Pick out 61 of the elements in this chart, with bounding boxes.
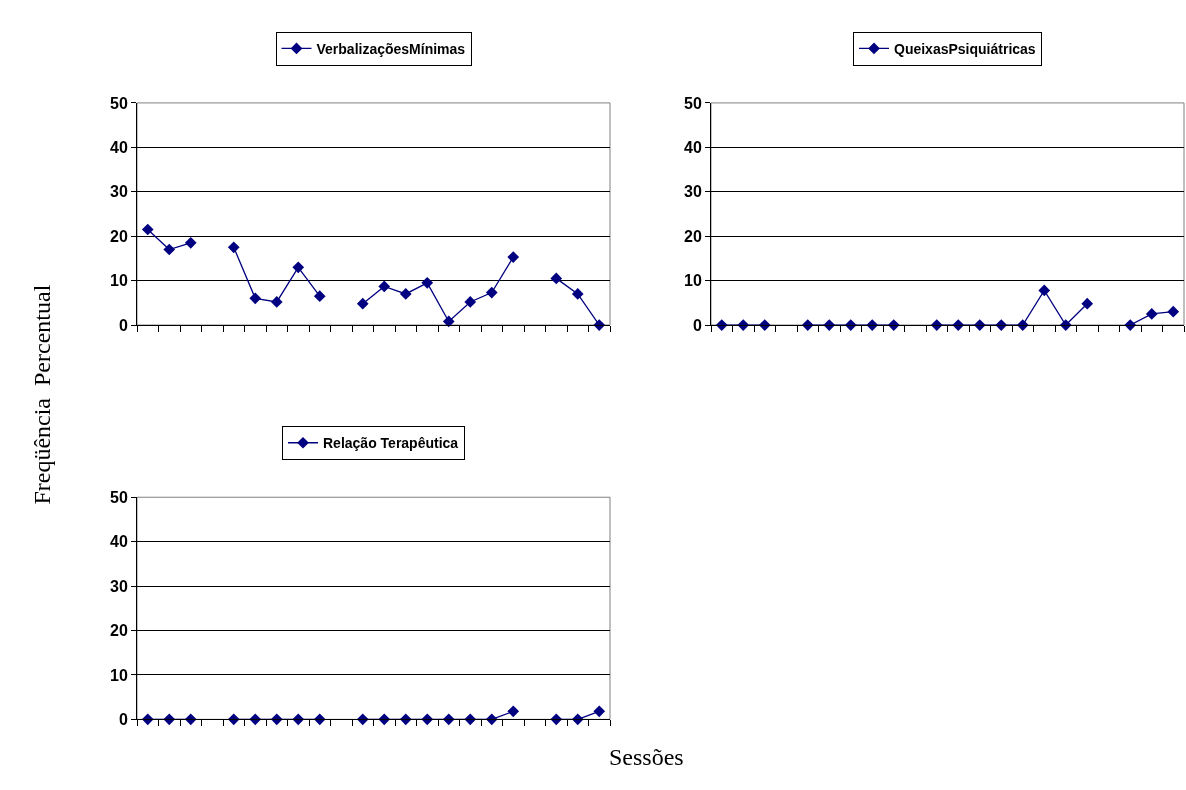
- point: [1081, 297, 1094, 310]
- y-tick-label: 10: [684, 272, 702, 290]
- point: [1038, 284, 1051, 297]
- y-tick-label: 40: [110, 533, 128, 551]
- point: [1016, 319, 1029, 331]
- point: [952, 319, 965, 331]
- point: [249, 292, 262, 305]
- point: [507, 251, 520, 263]
- y-tick-label: 30: [110, 577, 128, 595]
- point: [1167, 305, 1180, 318]
- y-tick-label: 10: [110, 272, 128, 290]
- y-tick-label: 20: [110, 622, 128, 640]
- point: [464, 296, 477, 308]
- y-tick-label: 30: [684, 183, 702, 201]
- point: [1059, 319, 1072, 331]
- y-tick-label: 40: [684, 138, 702, 156]
- point: [758, 319, 771, 331]
- y-tick-label: 30: [110, 183, 128, 201]
- point: [485, 286, 498, 299]
- point: [442, 315, 455, 328]
- point: [1124, 319, 1137, 331]
- point: [270, 296, 283, 308]
- point: [823, 319, 836, 331]
- legend-label: QueixasPsiquiátricas: [894, 40, 1036, 57]
- point: [184, 236, 197, 249]
- point: [737, 319, 750, 331]
- y-tick-label: 20: [110, 227, 128, 245]
- y-tick-label: 10: [110, 666, 128, 684]
- point: [973, 319, 986, 331]
- point: [715, 319, 728, 331]
- point: [801, 319, 814, 331]
- point: [356, 297, 369, 310]
- point: [1145, 308, 1158, 320]
- y-tick-label: 50: [684, 94, 702, 112]
- point: [844, 319, 857, 331]
- point: [930, 319, 943, 331]
- point: [163, 243, 176, 256]
- point: [550, 272, 563, 285]
- point: [378, 280, 391, 293]
- point: [421, 276, 434, 289]
- y-tick-label: 0: [118, 316, 128, 334]
- y-tick-label: 20: [684, 227, 702, 245]
- legend-label: Relação Terapêutica: [323, 435, 459, 452]
- point: [866, 319, 879, 331]
- point: [593, 319, 606, 331]
- point: [571, 288, 584, 300]
- point: [887, 319, 900, 331]
- y-tick-label: 0: [692, 316, 702, 334]
- y-tick-label: 40: [110, 138, 128, 156]
- x-axis-title: Sessões: [609, 744, 684, 770]
- point: [995, 319, 1008, 331]
- point: [313, 290, 326, 302]
- y-tick-label: 50: [110, 94, 128, 112]
- y-axis-title: Freqüência Percentual: [28, 284, 55, 505]
- y-tick-label: 50: [110, 488, 128, 506]
- point: [292, 261, 305, 274]
- y-tick-label: 0: [118, 710, 128, 728]
- point: [141, 223, 154, 236]
- point: [399, 288, 412, 300]
- point: [227, 241, 240, 254]
- legend-label: VerbalizaçõesMínimas: [316, 40, 466, 57]
